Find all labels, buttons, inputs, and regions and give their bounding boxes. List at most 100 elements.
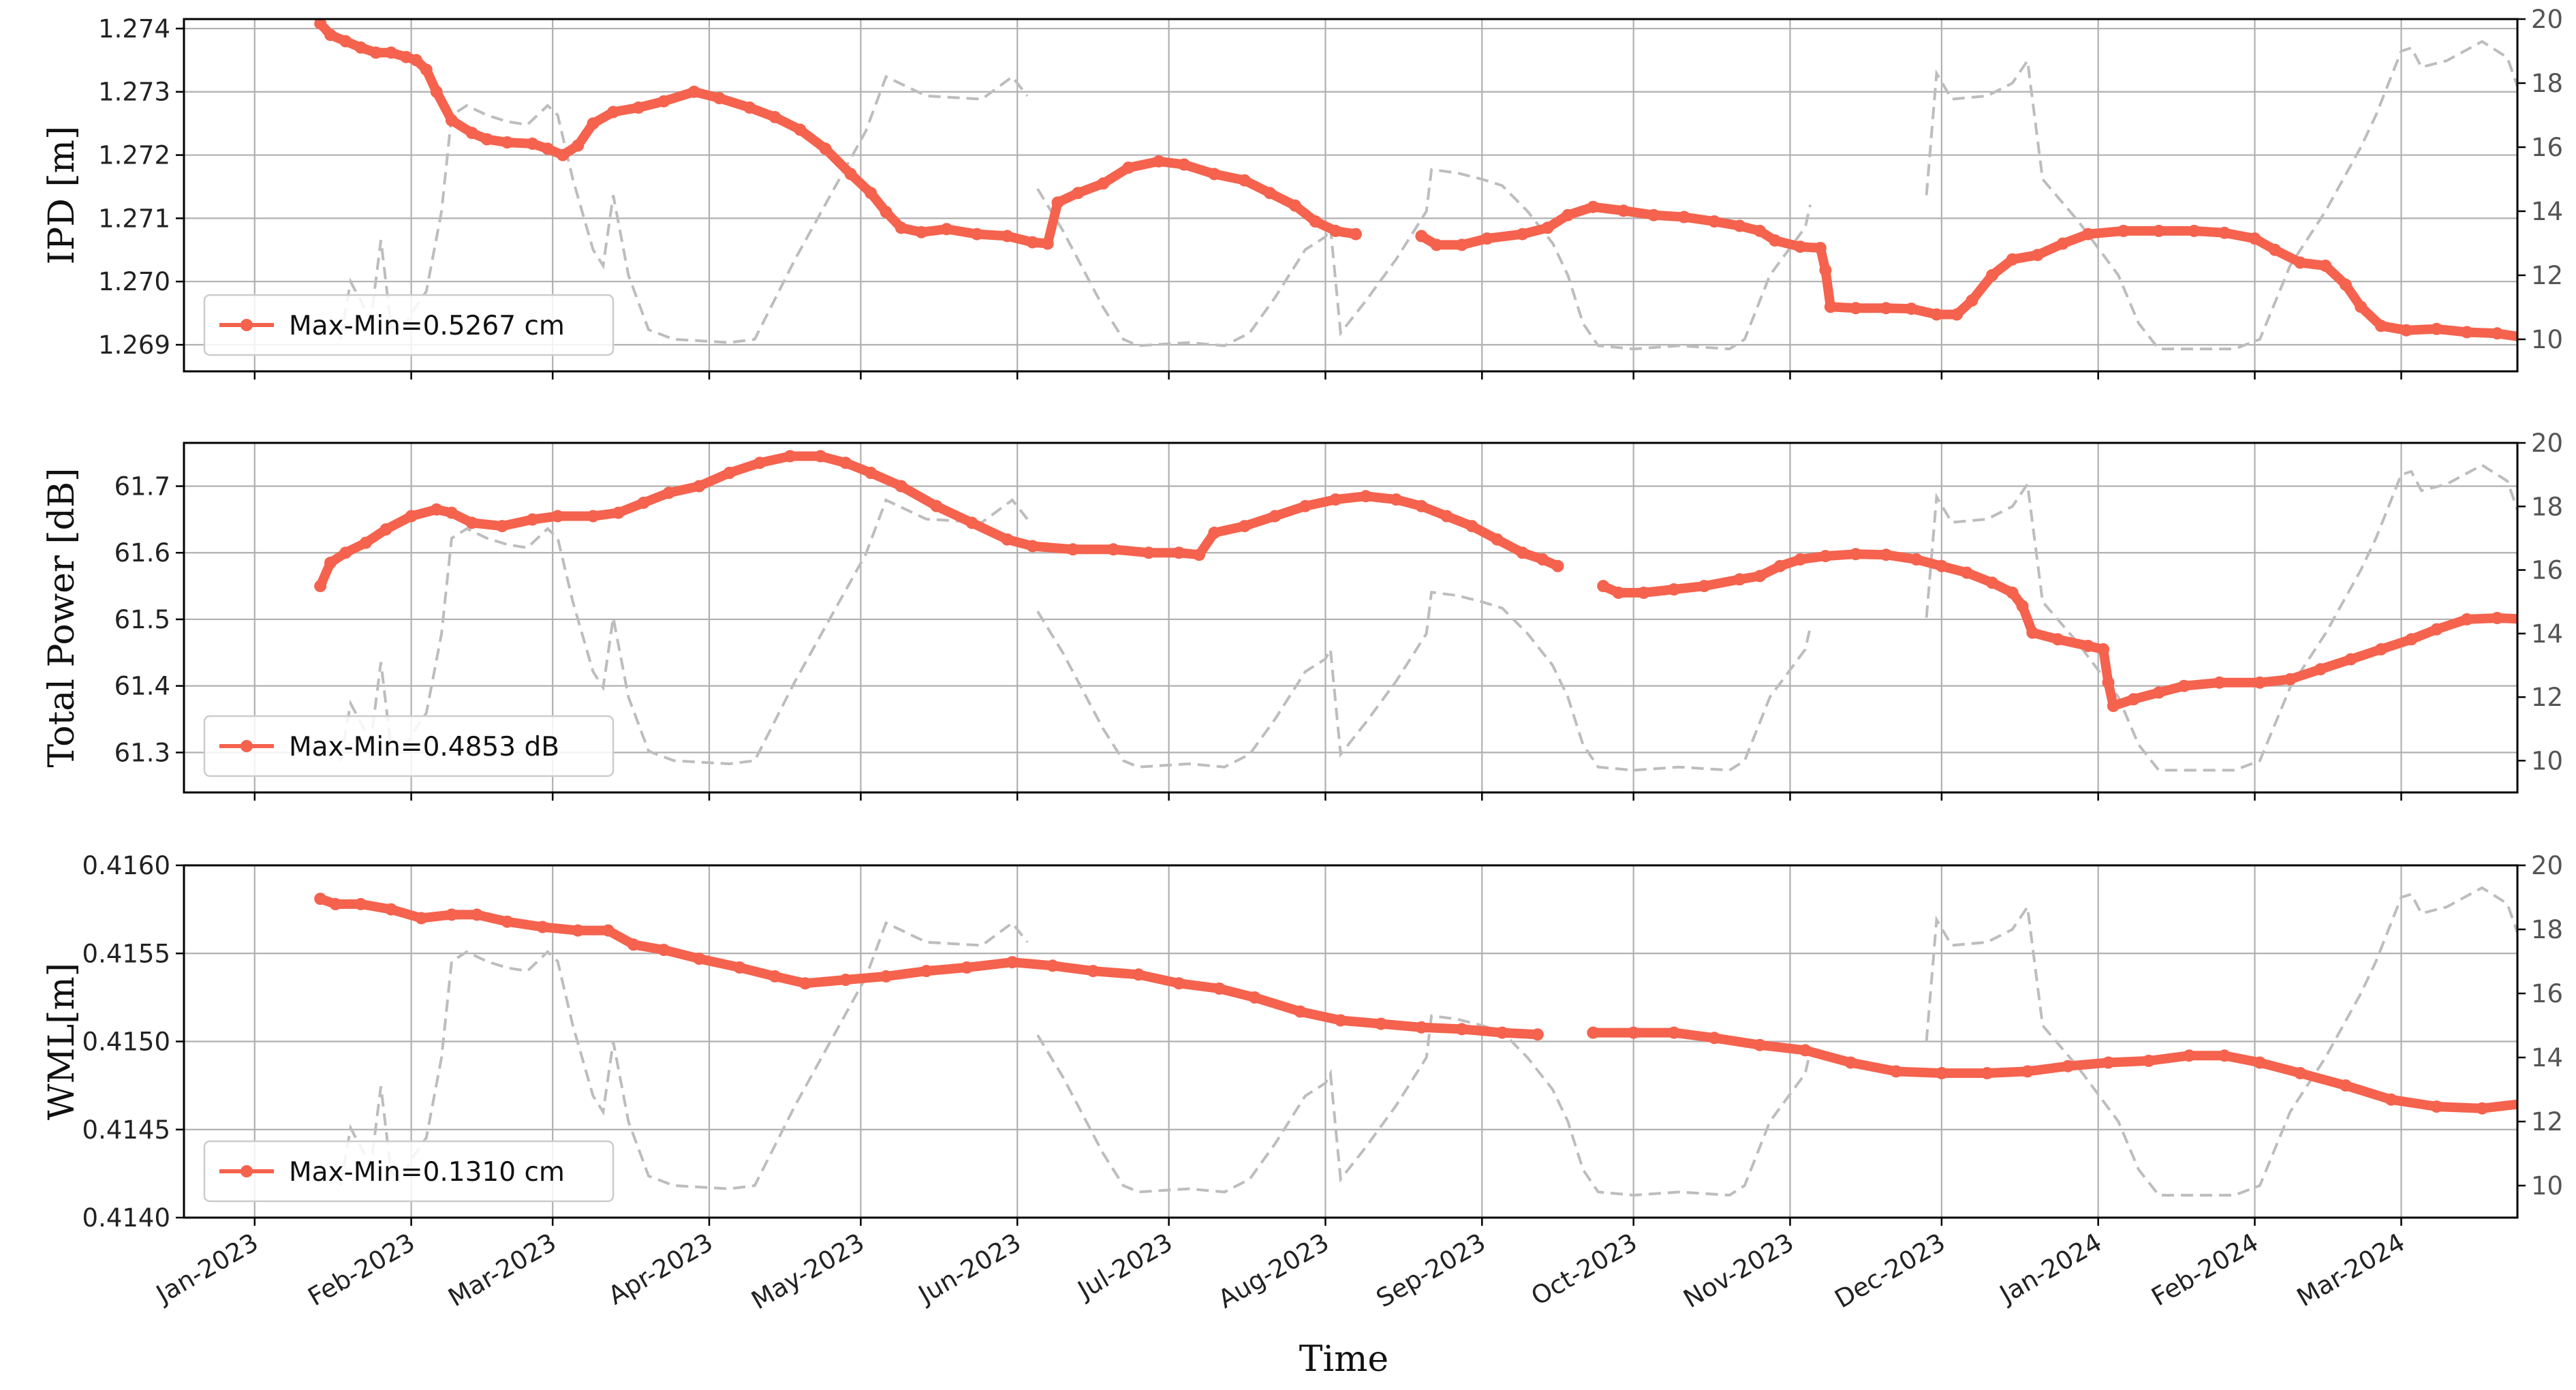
data-point: [1066, 543, 1079, 556]
x-tick-label: Jan-2024: [1993, 1228, 2107, 1310]
data-point: [1375, 1017, 1387, 1030]
y-tick-label: 1.274: [98, 14, 170, 44]
panel-wml: 0.4140 0.4145 0.4150 0.4155 0.4160 10 12 14 16 18…: [42, 851, 2563, 1233]
data-point: [2339, 278, 2352, 291]
y2-tick-label: 12: [2531, 1107, 2563, 1137]
data-point: [961, 961, 974, 974]
y-tick-label: 1.270: [98, 267, 170, 296]
y-tick-label: 61.7: [114, 472, 170, 501]
data-point: [1935, 1067, 1948, 1079]
data-point: [526, 513, 539, 526]
data-point: [354, 41, 367, 54]
data-point: [587, 510, 600, 523]
x-axis-label: Time: [1299, 1339, 1388, 1380]
data-point: [1263, 187, 1276, 200]
legend-box: [203, 1140, 615, 1203]
data-point: [1107, 543, 1120, 556]
data-point: [2344, 653, 2357, 666]
data-point: [1754, 224, 1766, 237]
data-point: [1773, 559, 1786, 572]
data-point: [754, 457, 766, 469]
data-point: [844, 168, 857, 181]
data-point: [1551, 559, 1564, 572]
data-point: [2021, 1065, 2034, 1078]
data-point: [1173, 546, 1185, 559]
data-point: [420, 63, 433, 76]
y2-tick-label: 12: [2531, 261, 2563, 290]
data-point: [2218, 1049, 2231, 1062]
plot-area: [314, 886, 2517, 1197]
data-point: [1001, 230, 1014, 243]
y-tick-label: 61.6: [114, 538, 170, 568]
temperature-series-line: [1036, 590, 1812, 772]
data-point: [1814, 242, 1827, 254]
data-point: [2430, 322, 2443, 335]
y2-tick-label: 10: [2531, 325, 2563, 354]
data-point: [1677, 211, 1690, 223]
y2-tick-label: 18: [2531, 492, 2563, 521]
data-point: [2314, 663, 2327, 676]
data-point: [2248, 232, 2261, 245]
x-tick-label: Apr-2023: [604, 1228, 718, 1311]
y-tick-label: 0.4155: [82, 939, 170, 968]
data-point: [1708, 1032, 1721, 1045]
data-point: [1890, 1065, 1903, 1078]
data-point: [2319, 260, 2332, 272]
data-point: [1880, 302, 1893, 315]
data-point: [637, 496, 650, 509]
legend-label: Max-Min=0.5267 cm: [289, 311, 565, 341]
data-point: [430, 503, 443, 516]
data-point: [2355, 300, 2368, 313]
data-point: [2183, 1049, 2196, 1062]
y2-tick-label: 18: [2531, 915, 2563, 944]
data-point: [2562, 317, 2574, 329]
data-point: [1981, 1067, 1993, 1079]
data-point: [693, 480, 706, 493]
data-point: [1541, 221, 1554, 234]
x-tick-label: Dec-2023: [1830, 1228, 1951, 1314]
data-point: [895, 480, 907, 493]
data-point: [2284, 673, 2297, 685]
data-point: [526, 137, 539, 150]
data-point: [1132, 968, 1145, 981]
y-tick-label: 0.4140: [82, 1203, 170, 1233]
data-point: [1597, 580, 1610, 593]
data-point: [1516, 228, 1529, 241]
legend-swatch-marker: [240, 319, 253, 331]
data-point: [632, 101, 645, 114]
data-point: [2016, 600, 2029, 613]
y-tick-label: 61.4: [114, 672, 170, 701]
data-point: [324, 29, 337, 42]
data-point: [480, 133, 493, 146]
data-point: [920, 965, 933, 978]
data-point: [2374, 643, 2387, 655]
data-point: [2218, 226, 2231, 239]
y-tick-label: 1.269: [98, 330, 170, 360]
data-point: [1495, 1026, 1508, 1039]
series-line-wml: [1588, 1028, 2517, 1113]
legend-box: [203, 715, 615, 777]
y-tick-label: 61.5: [114, 605, 170, 634]
data-point: [1587, 200, 1600, 213]
data-point: [2102, 1056, 2115, 1069]
y-tick-label: 0.4150: [82, 1028, 170, 1057]
data-point: [1754, 570, 1766, 583]
y2-tick-label: 12: [2531, 683, 2563, 712]
data-point: [1754, 1038, 1766, 1051]
data-point: [1733, 219, 1746, 232]
temperature-series-line: [1036, 168, 1812, 351]
data-point: [1152, 155, 1165, 168]
data-point: [798, 977, 811, 990]
panel-ipd: 1.269 1.270 1.271 1.272 1.273 1.274 10 12 14 16 18…: [42, 5, 2574, 380]
y-tick-label: 1.271: [98, 204, 170, 233]
data-point: [471, 908, 483, 921]
data-point: [2491, 327, 2504, 340]
data-point: [1951, 308, 1964, 321]
data-point: [1844, 1056, 1857, 1069]
x-tick-label: Jan-2023: [151, 1228, 264, 1310]
axes-frame: [183, 18, 2519, 373]
data-point: [572, 924, 585, 937]
data-point: [1910, 553, 1923, 566]
data-point: [1415, 1021, 1428, 1034]
y2-tick-label: 16: [2531, 556, 2563, 585]
